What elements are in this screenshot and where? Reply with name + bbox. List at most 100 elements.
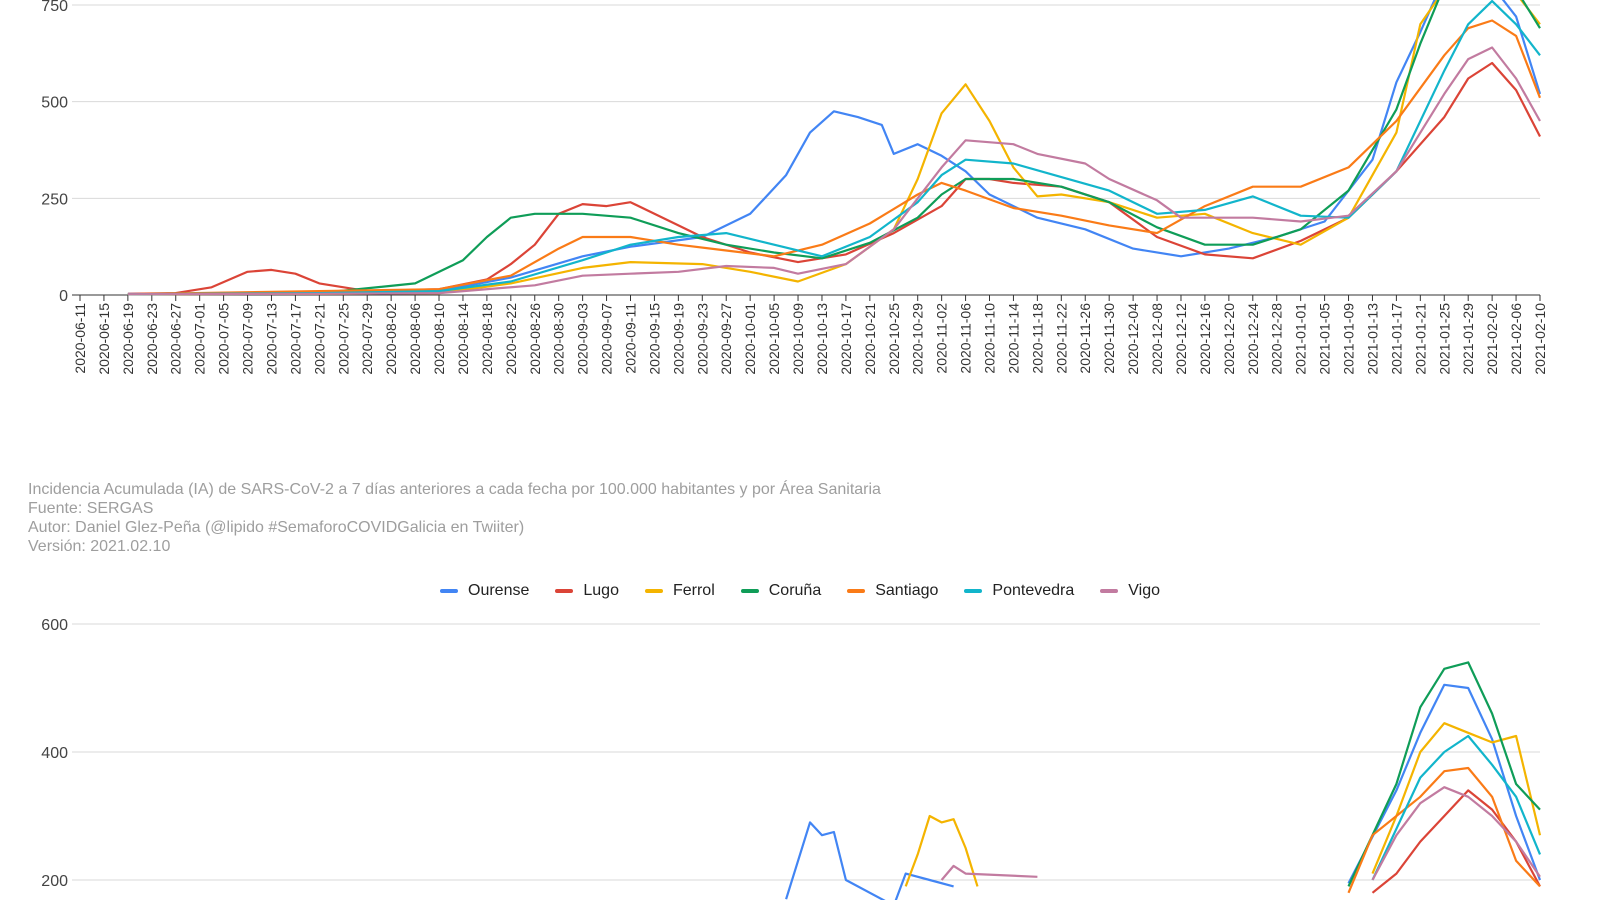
x-tick-label: 2020-12-28 <box>1269 303 1285 375</box>
caption-source: Fuente: SERGAS <box>28 500 154 517</box>
x-tick-label: 2021-01-29 <box>1460 303 1476 375</box>
x-tick-label: 2020-10-25 <box>886 303 902 375</box>
x-tick-label: 2020-08-02 <box>383 303 399 375</box>
x-tick-label: 2020-07-29 <box>359 303 375 375</box>
x-tick-label: 2020-12-04 <box>1125 303 1141 375</box>
x-tick-label: 2020-06-19 <box>120 303 136 375</box>
legend-swatch <box>964 589 983 593</box>
x-tick-label: 2020-06-27 <box>168 303 184 375</box>
x-tick-label: 2020-08-14 <box>455 303 471 375</box>
legend-swatch <box>847 589 866 593</box>
x-tick-label: 2020-11-22 <box>1053 303 1069 374</box>
legend-swatch <box>740 589 759 593</box>
x-tick-label: 2020-10-01 <box>742 303 758 375</box>
x-tick-label: 2020-09-27 <box>718 303 734 375</box>
legend-label: Vigo <box>1128 582 1160 599</box>
x-tick-label: 2020-07-01 <box>192 303 208 375</box>
x-tick-label: 2020-09-07 <box>599 303 615 375</box>
y-tick-label: 500 <box>41 95 68 112</box>
x-tick-label: 2021-01-01 <box>1293 303 1309 375</box>
x-tick-label: 2020-07-13 <box>263 303 279 375</box>
legend-item[interactable]: Pontevedra <box>964 582 1074 600</box>
legend-label: Lugo <box>583 582 619 599</box>
x-tick-label: 2020-11-18 <box>1029 303 1045 374</box>
series-line-ourense <box>785 683 1542 900</box>
legend-label: Coruña <box>768 582 822 599</box>
x-tick-label: 2020-06-11 <box>72 303 88 374</box>
x-tick-label: 2020-07-21 <box>311 303 327 375</box>
x-tick-label: 2020-06-23 <box>144 303 160 375</box>
y-grid <box>72 623 1540 881</box>
legend-swatch <box>440 589 458 593</box>
x-tick-label: 2021-01-17 <box>1388 303 1404 375</box>
legend-swatch <box>644 589 663 593</box>
y-tick-label: 600 <box>41 617 68 634</box>
x-tick-label: 2020-07-05 <box>216 303 232 375</box>
x-tick-label: 2020-10-17 <box>838 303 854 375</box>
y-tick-label: 400 <box>41 745 68 762</box>
x-tick-label: 2020-12-20 <box>1221 303 1237 375</box>
chart-caption: Incidencia Acumulada (IA) de SARS-CoV-2 … <box>28 480 881 556</box>
legend-item[interactable]: Lugo <box>555 582 619 600</box>
caption-description: Incidencia Acumulada (IA) de SARS-CoV-2 … <box>28 481 881 498</box>
legend-label: Ferrol <box>672 582 715 599</box>
x-tick-labels: 2020-06-11 2020-06-15 2020-06-19 2020-06-23… <box>72 295 1548 375</box>
x-tick-label: 2020-09-11 <box>622 303 638 374</box>
x-tick-label: 2020-07-25 <box>335 303 351 375</box>
y-tick-label: 0 <box>59 288 68 305</box>
chart-legend: Ourense Lugo Ferrol Coruña Santiago Pont… <box>0 582 1600 600</box>
x-tick-label: 2020-09-15 <box>646 303 662 375</box>
caption-version: Versión: 2021.02.10 <box>28 538 171 555</box>
x-tick-label: 2021-01-21 <box>1412 303 1428 375</box>
series-line-santiago <box>127 19 1542 296</box>
legend-item[interactable]: Santiago <box>847 582 938 600</box>
x-tick-label: 2021-01-09 <box>1341 303 1357 375</box>
x-tick-label: 2020-11-26 <box>1077 303 1093 374</box>
x-tick-label: 2020-12-08 <box>1149 303 1165 375</box>
x-tick-label: 2020-09-19 <box>670 303 686 375</box>
legend-label: Ourense <box>468 582 530 599</box>
x-tick-label: 2021-01-13 <box>1364 303 1380 375</box>
x-tick-label: 2020-11-02 <box>934 303 950 374</box>
x-tick-label: 2020-10-21 <box>862 303 878 375</box>
caption-author: Autor: Daniel Glez-Peña (@lipido #Semafo… <box>28 519 525 536</box>
y-tick-label: 250 <box>41 191 68 208</box>
series-line-ferrol <box>127 0 1541 296</box>
x-tick-label: 2020-12-24 <box>1245 303 1261 375</box>
series-line-coruña <box>127 0 1541 296</box>
x-tick-label: 2020-12-12 <box>1173 303 1189 375</box>
legend-item[interactable]: Vigo <box>1100 582 1160 600</box>
x-tick-label: 2021-02-02 <box>1484 303 1500 375</box>
x-tick-label: 2020-07-17 <box>287 303 303 375</box>
y-grid <box>72 4 1540 296</box>
series-lines <box>785 661 1542 900</box>
series-line-vigo <box>127 46 1541 296</box>
series-line-vigo <box>940 786 1541 881</box>
series-line-coruña <box>1347 661 1541 887</box>
legend-item[interactable]: Ferrol <box>644 582 715 600</box>
x-tick-label: 2020-10-29 <box>910 303 926 375</box>
y-tick-labels: 0 250 500 750 <box>41 0 68 305</box>
x-tick-label: 2020-11-30 <box>1101 303 1117 374</box>
series-line-santiago <box>1347 766 1541 894</box>
series-line-lugo <box>127 61 1541 295</box>
legend-swatch <box>1100 589 1119 593</box>
x-tick-label: 2020-08-18 <box>479 303 495 375</box>
x-tick-label: 2020-11-14 <box>1005 303 1021 374</box>
y-tick-labels: 200 400 600 <box>41 617 68 890</box>
series-line-pontevedra <box>127 0 1541 296</box>
series-line-pontevedra <box>1371 734 1542 881</box>
legend-item[interactable]: Coruña <box>740 582 822 600</box>
x-tick-label: 2021-01-25 <box>1436 303 1452 375</box>
x-tick-label: 2020-08-30 <box>551 303 567 375</box>
x-tick-label: 2020-08-26 <box>527 303 543 375</box>
legend-swatch <box>555 589 574 593</box>
bottom-incidence-chart: 200 400 600 <box>41 617 1542 900</box>
x-tick-label: 2021-02-06 <box>1508 303 1524 375</box>
x-tick-label: 2020-06-15 <box>96 303 112 375</box>
series-line-ourense <box>127 0 1542 295</box>
x-tick-label: 2020-11-06 <box>958 303 974 374</box>
legend-item[interactable]: Ourense <box>440 582 529 600</box>
series-line-ferrol <box>904 722 1542 887</box>
